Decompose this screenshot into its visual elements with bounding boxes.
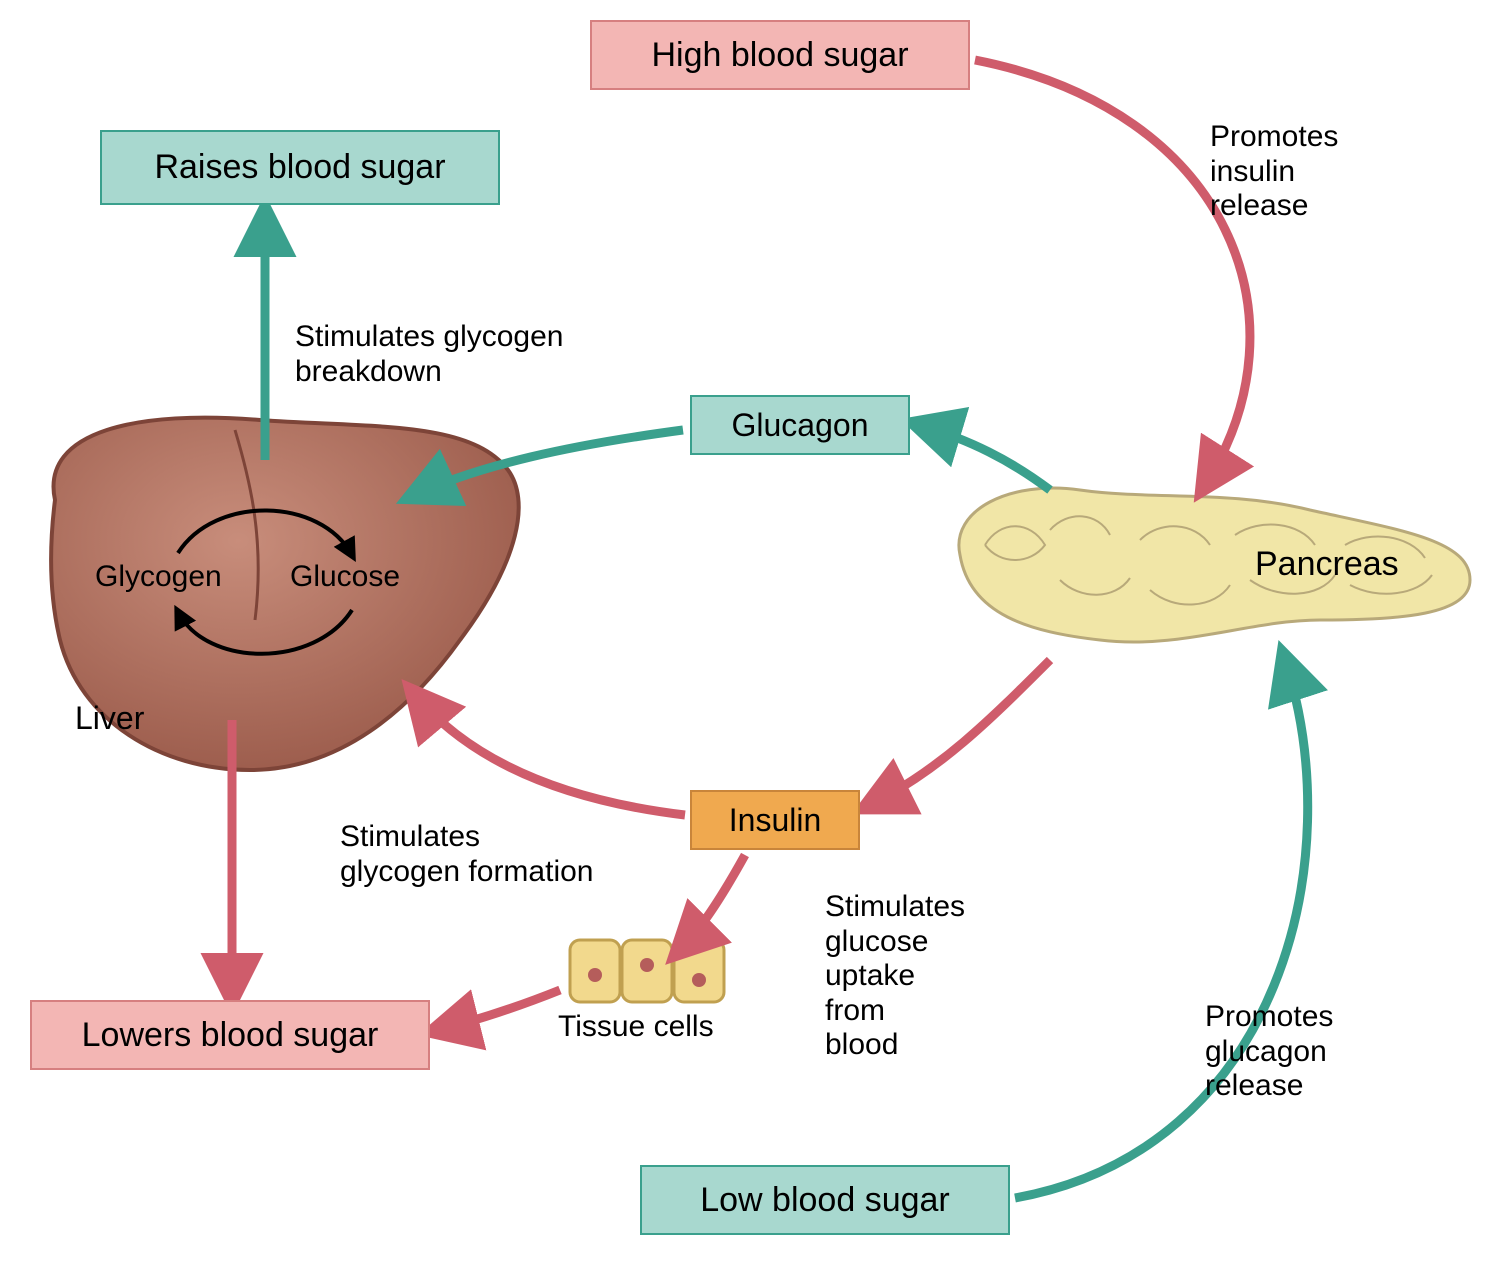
liver-glucose-label: Glucose [290,560,400,595]
node-high-blood-sugar: High blood sugar [590,20,970,90]
node-insulin: Insulin [690,790,860,850]
arrow-insulin-to-cells [680,855,745,950]
label-stim-uptake: Stimulates glucose uptake from blood [825,890,965,1063]
cycle-arrow-bottom [178,610,352,654]
node-label: High blood sugar [651,36,908,75]
liver-glycogen-label: Glycogen [95,560,222,595]
label-stim-breakdown: Stimulates glycogen breakdown [295,320,563,389]
node-low-blood-sugar: Low blood sugar [640,1165,1010,1235]
node-label: Raises blood sugar [154,148,445,187]
node-label: Glucagon [732,407,869,444]
arrow-pancreas-to-glucagon [920,425,1050,490]
arrow-glucagon-to-liver [415,430,683,495]
node-glucagon: Glucagon [690,395,910,455]
liver-label: Liver [75,700,144,737]
pancreas-label: Pancreas [1255,545,1399,584]
label-stim-formation: Stimulates glycogen formation [340,820,593,889]
diagram-stage: High blood sugar Raises blood sugar Gluc… [0,0,1500,1279]
node-label: Insulin [729,802,822,839]
node-lowers-blood-sugar: Lowers blood sugar [30,1000,430,1070]
arrow-high-to-pancreas [975,60,1250,485]
arrow-cells-to-lowers [438,990,560,1030]
arrow-low-to-pancreas [1015,660,1308,1198]
cycle-arrow-top [178,510,352,555]
label-promotes-insulin: Promotes insulin release [1210,120,1338,224]
arrow-pancreas-to-insulin [870,660,1050,805]
tissue-cells-label: Tissue cells [558,1010,714,1045]
node-label: Low blood sugar [700,1181,950,1220]
node-raises-blood-sugar: Raises blood sugar [100,130,500,205]
label-promotes-glucagon: Promotes glucagon release [1205,1000,1333,1104]
node-label: Lowers blood sugar [82,1016,379,1055]
arrow-insulin-to-liver [415,695,685,815]
